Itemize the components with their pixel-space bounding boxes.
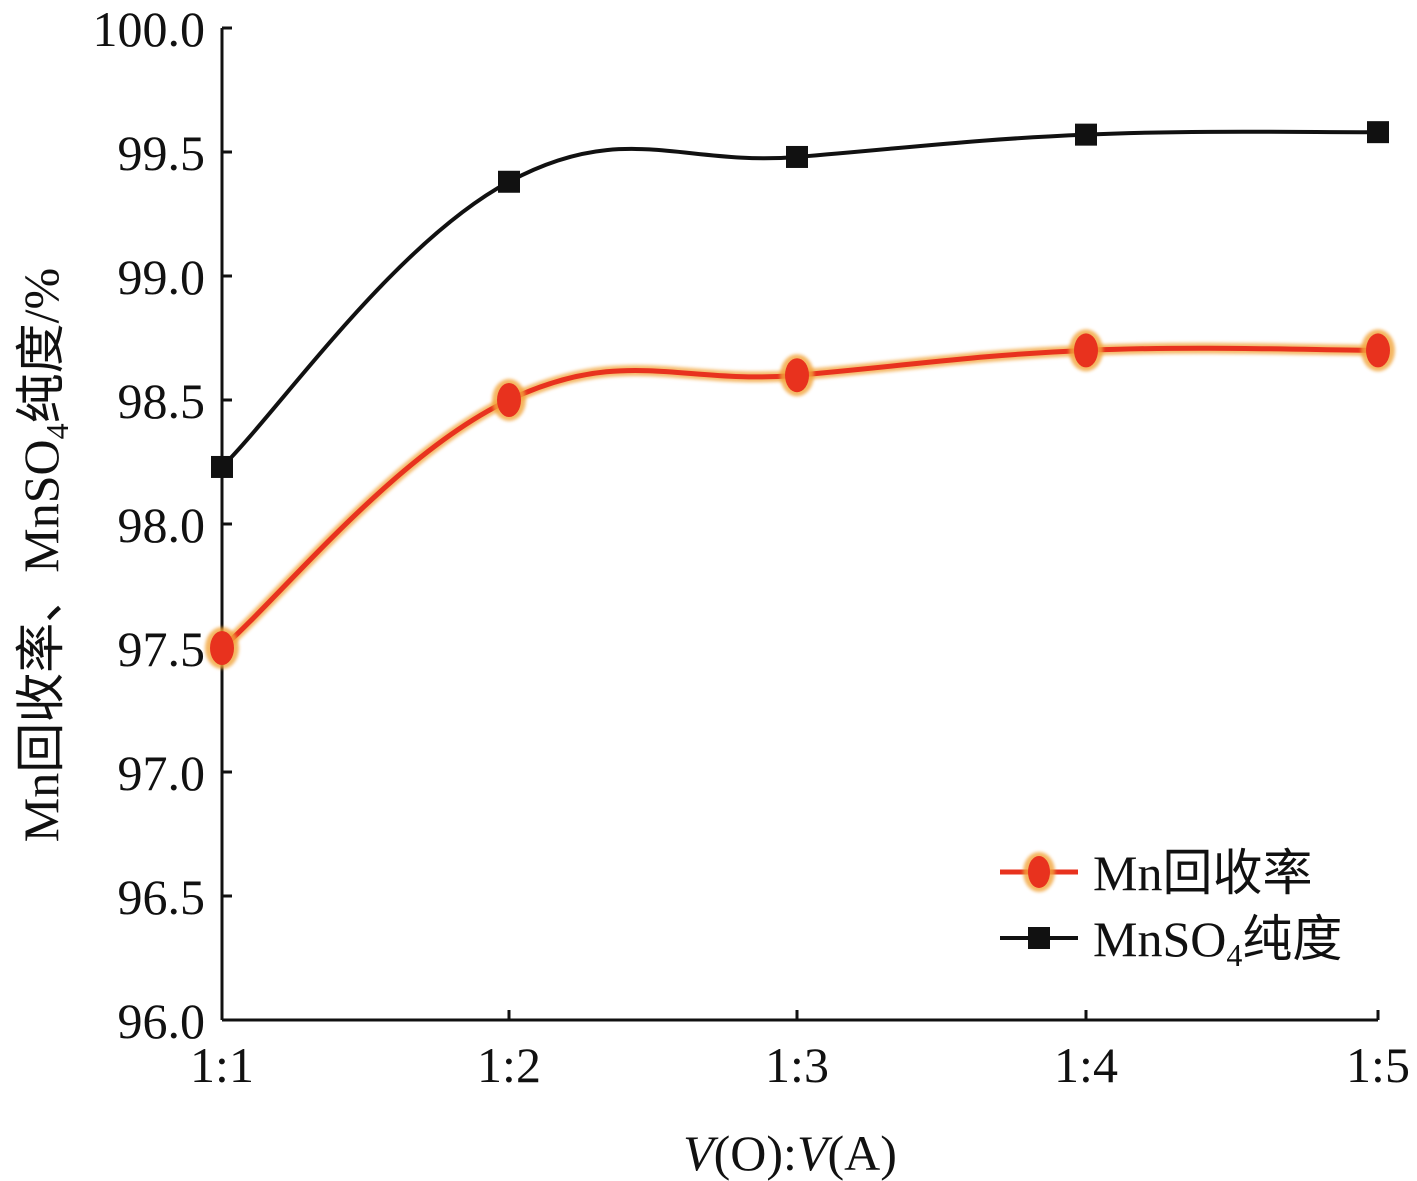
y-tick-label: 96.0 bbox=[118, 993, 206, 1049]
labels-layer: 96.0 96.5 97.0 97.5 98.0 98.5 99.0 99.5 100.0 1:1… bbox=[13, 1, 1410, 1181]
y-tick-label: 98.5 bbox=[118, 373, 206, 429]
x-tick-label: 1:3 bbox=[765, 1037, 829, 1093]
mnso4-purity-line bbox=[220, 129, 1380, 469]
x-tick-label: 1:1 bbox=[190, 1037, 254, 1093]
legend-square-marker bbox=[1028, 927, 1050, 949]
mnso4-purity-point bbox=[498, 170, 520, 193]
y-tick-label: 99.0 bbox=[118, 249, 206, 305]
mn-recovery-point bbox=[1074, 333, 1098, 368]
mnso4-purity-point bbox=[211, 455, 233, 478]
y-tick-label: 100.0 bbox=[93, 1, 206, 57]
mnso4-purity-point bbox=[1075, 123, 1097, 146]
y-tick-label: 96.5 bbox=[118, 869, 206, 925]
legend-mn-recovery-label: Mn回收率 bbox=[1093, 845, 1312, 901]
y-tick-label: 99.5 bbox=[118, 125, 206, 181]
y-tick-label: 97.5 bbox=[118, 621, 206, 677]
x-axis-label: V(O):V(A) bbox=[683, 1125, 897, 1181]
x-tick-label: 1:2 bbox=[477, 1037, 541, 1093]
mn-recovery-point bbox=[497, 383, 521, 417]
mn-recovery-point bbox=[1366, 333, 1390, 368]
x-tick-label: 1:4 bbox=[1054, 1037, 1118, 1093]
mnso4-purity-point bbox=[1367, 121, 1389, 144]
x-tick-label: 1:5 bbox=[1346, 1037, 1410, 1093]
y-tick-label: 97.0 bbox=[118, 745, 206, 801]
mnso4-purity-point bbox=[786, 145, 808, 168]
mn-recovery-point bbox=[785, 358, 809, 393]
legend: Mn回收率 MnSO4纯度 bbox=[1000, 845, 1342, 973]
legend-mnso4-purity-label: MnSO4纯度 bbox=[1093, 911, 1342, 973]
mn-recovery-point bbox=[210, 631, 234, 665]
legend-circle-marker bbox=[1028, 856, 1050, 888]
y-tick-label: 98.0 bbox=[118, 497, 206, 553]
y-axis-label: Mn回收率、MnSO4纯度/% bbox=[13, 268, 75, 842]
series-layer bbox=[205, 121, 1395, 669]
